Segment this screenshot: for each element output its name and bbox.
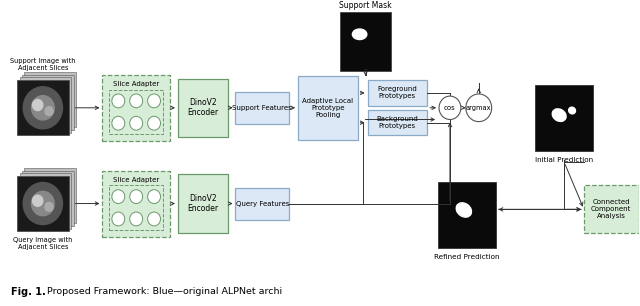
Circle shape xyxy=(45,203,53,211)
Text: argmax: argmax xyxy=(466,105,492,111)
Ellipse shape xyxy=(552,109,566,121)
Text: Initial Prediction: Initial Prediction xyxy=(535,157,593,163)
Text: Refined Prediction: Refined Prediction xyxy=(434,254,500,260)
Ellipse shape xyxy=(569,107,575,114)
Text: Support Image with
Adjacent Slices: Support Image with Adjacent Slices xyxy=(10,58,76,71)
Circle shape xyxy=(33,99,43,110)
Bar xyxy=(438,182,495,248)
Text: DinoV2
Encoder: DinoV2 Encoder xyxy=(187,194,218,213)
Bar xyxy=(236,92,289,124)
Text: DinoV2
Encoder: DinoV2 Encoder xyxy=(187,98,218,118)
Bar xyxy=(17,176,68,231)
Circle shape xyxy=(33,195,43,206)
Circle shape xyxy=(130,94,143,108)
Bar xyxy=(20,173,71,229)
Text: Foreground
Prototypes: Foreground Prototypes xyxy=(378,86,417,99)
Bar xyxy=(22,75,74,130)
Text: Background
Prototypes: Background Prototypes xyxy=(376,116,418,129)
Circle shape xyxy=(23,182,63,225)
Text: T: T xyxy=(364,69,367,74)
Circle shape xyxy=(148,190,161,203)
Circle shape xyxy=(130,190,143,203)
Bar xyxy=(178,174,228,233)
Text: Proposed Framework: Blue—original ALPNet archi: Proposed Framework: Blue—original ALPNet… xyxy=(41,287,282,296)
Text: Fig. 1.: Fig. 1. xyxy=(11,287,46,297)
Ellipse shape xyxy=(456,203,472,217)
Text: Slice Adapter: Slice Adapter xyxy=(113,81,159,88)
Bar xyxy=(17,80,68,136)
Bar xyxy=(367,110,427,136)
Text: Query Image with
Adjacent Slices: Query Image with Adjacent Slices xyxy=(13,237,72,251)
Text: Slice Adapter: Slice Adapter xyxy=(113,177,159,183)
Circle shape xyxy=(23,87,63,129)
Bar xyxy=(584,185,639,233)
Bar xyxy=(178,79,228,137)
Ellipse shape xyxy=(353,29,367,39)
Text: Support Mask: Support Mask xyxy=(339,1,392,10)
Bar xyxy=(109,90,163,134)
Bar xyxy=(236,188,289,219)
Text: Adaptive Local
Prototype
Pooling: Adaptive Local Prototype Pooling xyxy=(302,98,353,118)
Circle shape xyxy=(112,190,125,203)
Bar xyxy=(24,168,76,223)
Circle shape xyxy=(148,94,161,108)
Circle shape xyxy=(148,116,161,130)
Bar xyxy=(298,76,358,140)
Circle shape xyxy=(148,212,161,226)
Bar xyxy=(340,12,392,71)
Bar xyxy=(20,77,71,133)
Bar xyxy=(102,170,170,237)
Bar xyxy=(102,75,170,141)
Circle shape xyxy=(31,96,54,120)
Circle shape xyxy=(112,212,125,226)
Circle shape xyxy=(439,96,461,120)
Circle shape xyxy=(130,212,143,226)
Circle shape xyxy=(112,94,125,108)
Circle shape xyxy=(130,116,143,130)
Circle shape xyxy=(112,116,125,130)
Text: Support Features: Support Features xyxy=(232,105,292,111)
Text: Connected
Component
Analysis: Connected Component Analysis xyxy=(591,200,632,219)
Circle shape xyxy=(466,94,492,121)
Bar xyxy=(535,85,593,151)
Bar xyxy=(22,170,74,226)
Text: Query Features: Query Features xyxy=(236,200,289,207)
Circle shape xyxy=(31,191,54,216)
Circle shape xyxy=(45,107,53,116)
Text: cos: cos xyxy=(444,105,456,111)
Bar xyxy=(367,80,427,106)
Bar xyxy=(109,185,163,230)
Bar xyxy=(24,72,76,128)
